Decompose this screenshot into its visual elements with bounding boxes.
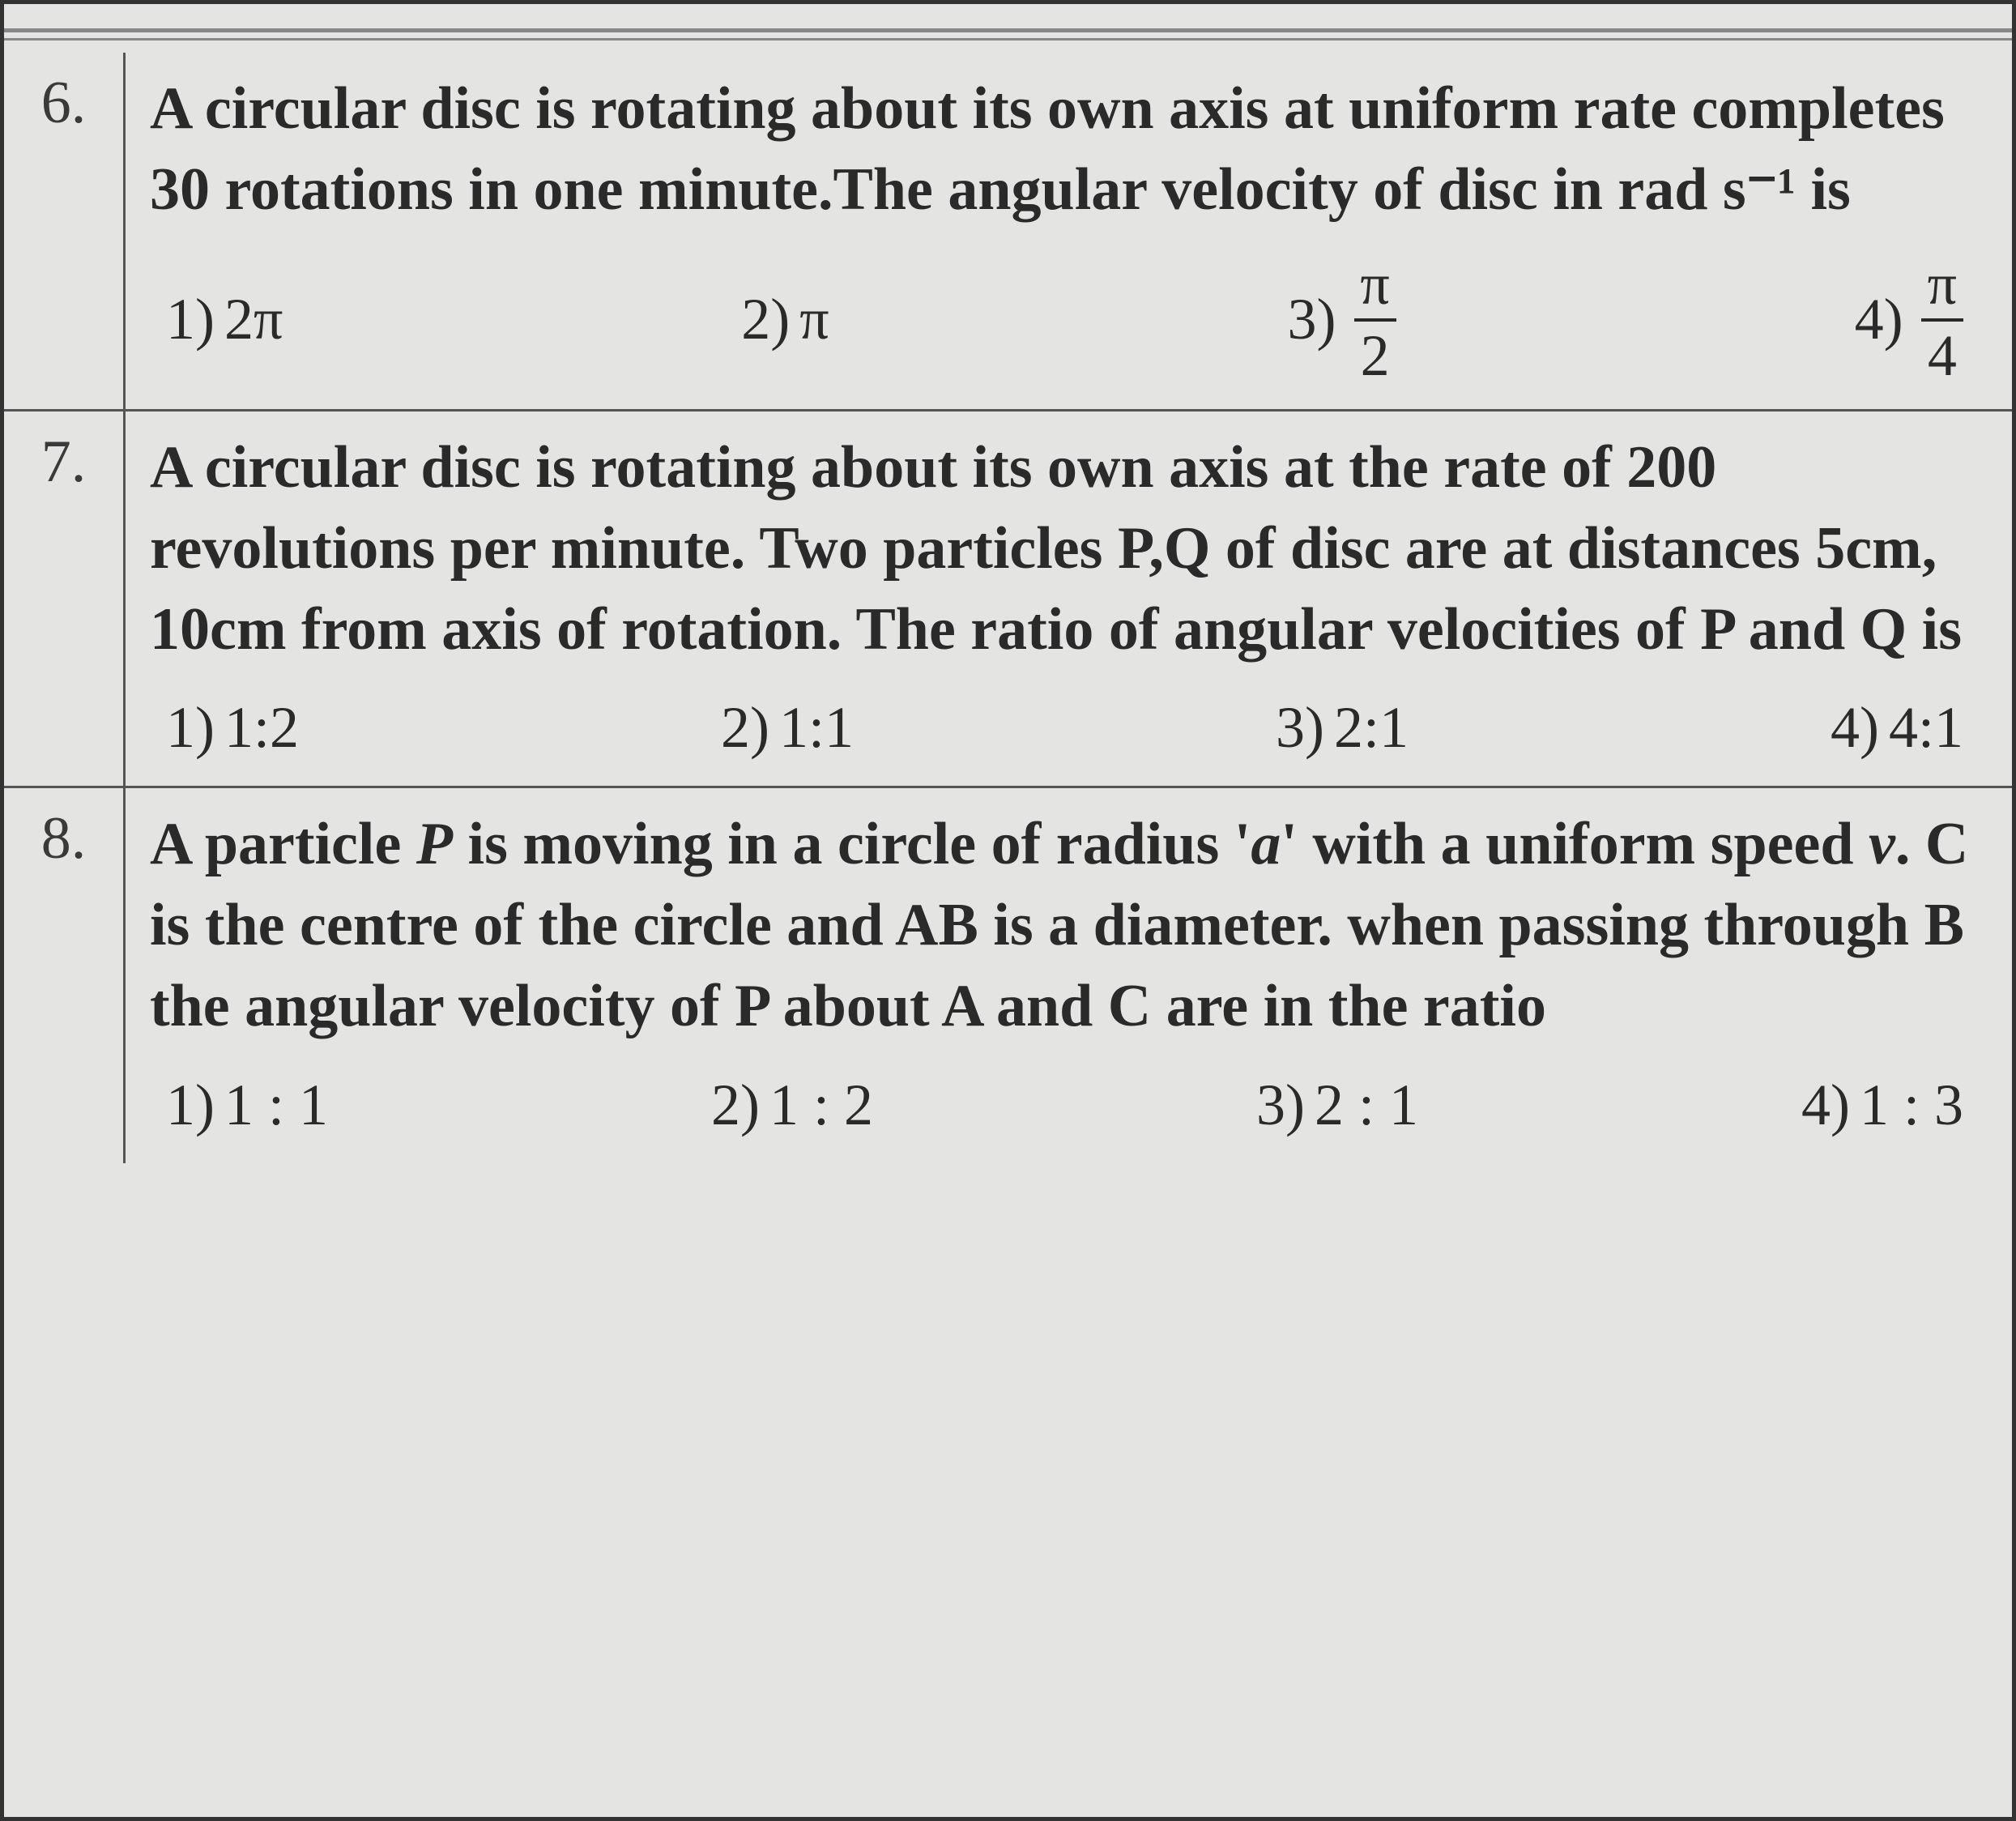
question-number: 7. <box>4 412 126 787</box>
option-fraction: π 4 <box>1921 255 1963 385</box>
question-number: 8. <box>4 788 126 1163</box>
horizontal-rule-2 <box>4 38 2012 41</box>
option-label: 1) <box>166 286 215 353</box>
options-row: 1) 1 : 1 2) 1 : 2 3) 2 : 1 4) 1 : 3 <box>150 1072 1980 1139</box>
option-label: 1) <box>166 694 215 761</box>
fraction-numerator: π <box>1353 255 1396 318</box>
option-label: 1) <box>166 1072 215 1139</box>
option-value: π <box>799 286 829 353</box>
question-page: 6. A circular disc is rotating about its… <box>0 0 2016 1821</box>
option-fraction: π 2 <box>1353 255 1396 385</box>
options-row: 1) 1:2 2) 1:1 3) 2:1 4) 4:1 <box>150 694 1980 761</box>
option-value: 2 : 1 <box>1315 1072 1418 1139</box>
option-label: 3) <box>1276 694 1324 761</box>
option-1: 1) 2π <box>166 286 283 353</box>
option-value: 2π <box>224 286 283 353</box>
option-label: 4) <box>1855 286 1903 353</box>
questions-container: 6. A circular disc is rotating about its… <box>4 53 2012 1817</box>
option-label: 3) <box>1287 286 1336 353</box>
option-4: 4) π 4 <box>1855 255 1963 385</box>
option-value: 1 : 1 <box>224 1072 328 1139</box>
options-row: 1) 2π 2) π 3) π 2 4) <box>150 255 1980 385</box>
option-2: 2) 1:1 <box>721 694 854 761</box>
fraction-denominator: 2 <box>1354 318 1396 385</box>
option-value: 1:1 <box>779 694 854 761</box>
option-label: 2) <box>741 286 790 353</box>
question-text: A circular disc is rotating about its ow… <box>150 69 1980 231</box>
question-content: A circular disc is rotating about its ow… <box>126 53 2012 409</box>
option-2: 2) π <box>741 286 829 353</box>
question-content: A particle P is moving in a circle of ra… <box>126 788 2012 1163</box>
option-3: 3) π 2 <box>1287 255 1396 385</box>
option-value: 1:2 <box>224 694 299 761</box>
option-2: 2) 1 : 2 <box>711 1072 873 1139</box>
question-row: 7. A circular disc is rotating about its… <box>4 412 2012 789</box>
question-text: A particle P is moving in a circle of ra… <box>150 804 1980 1047</box>
horizontal-rule-1 <box>4 28 2012 32</box>
question-text: A circular disc is rotating about its ow… <box>150 428 1980 671</box>
option-3: 3) 2 : 1 <box>1256 1072 1418 1139</box>
question-content: A circular disc is rotating about its ow… <box>126 412 2012 787</box>
option-3: 3) 2:1 <box>1276 694 1409 761</box>
option-label: 4) <box>1801 1072 1850 1139</box>
question-number: 6. <box>4 53 126 409</box>
option-value: 4:1 <box>1889 694 1963 761</box>
option-value: 1 : 3 <box>1860 1072 1963 1139</box>
option-1: 1) 1 : 1 <box>166 1072 328 1139</box>
option-label: 2) <box>711 1072 760 1139</box>
option-label: 3) <box>1256 1072 1305 1139</box>
fraction-numerator: π <box>1921 255 1963 318</box>
option-label: 2) <box>721 694 769 761</box>
option-1: 1) 1:2 <box>166 694 299 761</box>
option-value: 2:1 <box>1334 694 1409 761</box>
option-value: 1 : 2 <box>769 1072 873 1139</box>
question-row: 6. A circular disc is rotating about its… <box>4 53 2012 412</box>
option-4: 4) 4:1 <box>1831 694 1963 761</box>
question-row: 8. A particle P is moving in a circle of… <box>4 788 2012 1163</box>
option-4: 4) 1 : 3 <box>1801 1072 1963 1139</box>
fraction-denominator: 4 <box>1921 318 1963 385</box>
option-label: 4) <box>1831 694 1879 761</box>
